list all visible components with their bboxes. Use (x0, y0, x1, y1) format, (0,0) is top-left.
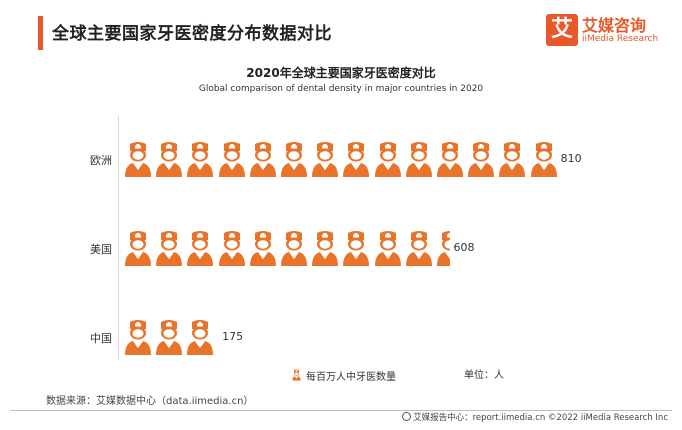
logo-mark-icon: 艾 (546, 14, 578, 46)
pictograph-row (124, 140, 557, 178)
dentist-icon (125, 231, 151, 266)
footer: 艾媒报告中心：report.iimedia.cn ©2022 iiMedia R… (402, 411, 668, 423)
dentist-icon (249, 231, 276, 266)
source-note: 数据来源：艾媒数据中心（data.iimedia.cn） (46, 396, 254, 407)
dentist-icon (125, 142, 151, 177)
value-label: 810 (560, 152, 582, 165)
category-axis-line (118, 116, 119, 360)
dentist-icon (374, 142, 401, 177)
dentist-icon (218, 350, 219, 355)
chart-title: 2020年全球主要国家牙医密度对比 (246, 66, 436, 80)
dentist-icon (343, 231, 370, 266)
dentist-icon (468, 142, 495, 177)
dentist-icon (218, 142, 245, 177)
category-label: 美国 (90, 243, 112, 256)
logo-text-cn: 艾媒咨询 (582, 16, 647, 35)
dentist-icon (405, 142, 432, 177)
dentist-icon (530, 142, 557, 177)
dentist-icon (156, 142, 183, 177)
dentist-icon (187, 231, 214, 266)
chart-subtitle: Global comparison of dental density in m… (198, 84, 484, 94)
iimedia-logo: 艾 艾媒咨询 iiMedia Research (546, 12, 666, 48)
legend-label: 每百万人中牙医数量 (306, 372, 396, 383)
dentist-icon (156, 320, 183, 355)
dentist-icon (125, 320, 151, 355)
dentist-icon (499, 142, 526, 177)
category-label: 欧洲 (90, 154, 112, 167)
logo-text-en: iiMedia Research (582, 34, 659, 44)
pictograph-row (124, 318, 219, 356)
title-accent-bar (38, 16, 43, 50)
pictograph-row (124, 229, 450, 267)
dentist-icon (281, 142, 307, 177)
dentist-icon (312, 231, 339, 266)
value-label: 608 (453, 241, 475, 254)
dentist-icon (218, 231, 245, 266)
footer-divider (10, 410, 672, 411)
dentist-icon (343, 142, 370, 177)
dentist-icon (156, 231, 183, 266)
dentist-icon (374, 231, 401, 266)
dentist-icon (312, 142, 339, 177)
footer-text: 艾媒报告中心：report.iimedia.cn ©2022 iiMedia R… (413, 413, 668, 423)
page-title: 全球主要国家牙医密度分布数据对比 (52, 24, 332, 44)
dentist-icon (437, 231, 450, 266)
dentist-icon (281, 231, 307, 266)
value-label: 175 (222, 330, 244, 343)
dentist-icon (437, 142, 463, 177)
dentist-icon (187, 142, 214, 177)
dentist-icon (249, 142, 276, 177)
category-label: 中国 (90, 332, 112, 345)
header: 全球主要国家牙医密度分布数据对比 艾 艾媒咨询 iiMedia Research (0, 0, 682, 56)
unit-label: 单位：人 (464, 370, 504, 381)
dentist-icon (187, 320, 214, 355)
globe-icon (402, 412, 412, 421)
dentist-icon (405, 231, 432, 266)
dentist-legend-icon (292, 369, 301, 381)
